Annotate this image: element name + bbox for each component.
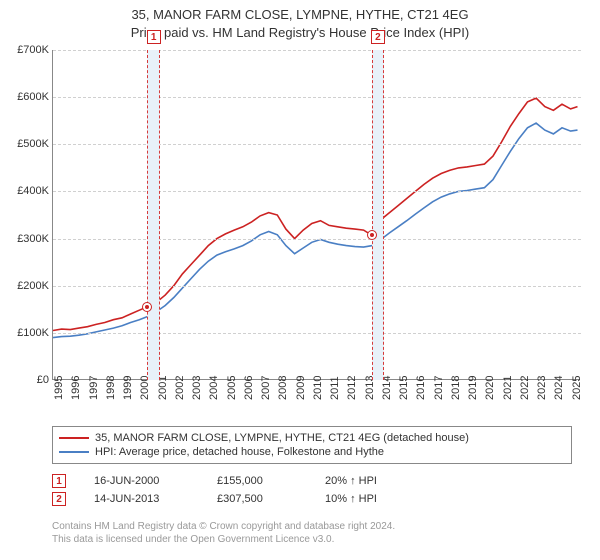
x-axis-label: 2002: [174, 376, 175, 400]
legend-row: HPI: Average price, detached house, Folk…: [59, 445, 565, 459]
sale-point: [143, 303, 151, 311]
x-axis-label: 1998: [105, 376, 106, 400]
y-axis-label: £0: [5, 374, 49, 386]
x-axis-label: 2016: [415, 376, 416, 400]
y-axis-label: £500K: [5, 138, 49, 150]
band-marker: 1: [147, 30, 161, 44]
tx-price: £155,000: [217, 475, 297, 487]
x-axis-label: 2013: [364, 376, 365, 400]
legend-label: HPI: Average price, detached house, Folk…: [95, 446, 384, 458]
y-gridline: [53, 286, 581, 287]
tx-hpi-delta: 10% ↑ HPI: [325, 493, 415, 505]
x-axis-label: 2000: [139, 376, 140, 400]
tx-date: 16-JUN-2000: [94, 475, 189, 487]
marker-badge: 1: [52, 474, 66, 488]
x-axis-label: 2020: [484, 376, 485, 400]
legend-box: 35, MANOR FARM CLOSE, LYMPNE, HYTHE, CT2…: [52, 426, 572, 464]
transaction-band: [372, 50, 385, 380]
y-gridline: [53, 239, 581, 240]
x-axis-label: 2015: [398, 376, 399, 400]
x-axis-label: 2009: [295, 376, 296, 400]
title-line-1: 35, MANOR FARM CLOSE, LYMPNE, HYTHE, CT2…: [0, 6, 600, 24]
y-axis-label: £400K: [5, 185, 49, 197]
x-axis-label: 2025: [571, 376, 572, 400]
legend-row: 35, MANOR FARM CLOSE, LYMPNE, HYTHE, CT2…: [59, 431, 565, 445]
line-layer: [53, 50, 581, 380]
x-axis-label: 2010: [312, 376, 313, 400]
plot-region: £0£100K£200K£300K£400K£500K£600K£700K199…: [52, 50, 580, 380]
table-row: 2 14-JUN-2013 £307,500 10% ↑ HPI: [52, 490, 572, 508]
y-axis-label: £300K: [5, 233, 49, 245]
x-axis-label: 2004: [208, 376, 209, 400]
series-line-hpi: [53, 123, 578, 338]
footnote-line: Contains HM Land Registry data © Crown c…: [52, 520, 572, 533]
x-axis-label: 2017: [433, 376, 434, 400]
y-axis-label: £100K: [5, 327, 49, 339]
title-line-2: Price paid vs. HM Land Registry's House …: [0, 24, 600, 42]
x-axis-label: 1995: [53, 376, 54, 400]
x-axis-label: 2011: [329, 376, 330, 400]
transactions-table: 1 16-JUN-2000 £155,000 20% ↑ HPI 2 14-JU…: [52, 472, 572, 508]
tx-hpi-delta: 20% ↑ HPI: [325, 475, 415, 487]
tx-price: £307,500: [217, 493, 297, 505]
y-gridline: [53, 97, 581, 98]
legend-label: 35, MANOR FARM CLOSE, LYMPNE, HYTHE, CT2…: [95, 432, 469, 444]
x-axis-label: 1999: [122, 376, 123, 400]
y-axis-label: £700K: [5, 44, 49, 56]
x-axis-label: 2008: [277, 376, 278, 400]
y-gridline: [53, 50, 581, 51]
x-axis-label: 2007: [260, 376, 261, 400]
y-axis-label: £200K: [5, 280, 49, 292]
x-axis-label: 2012: [346, 376, 347, 400]
legend-swatch: [59, 451, 89, 453]
x-axis-label: 2018: [450, 376, 451, 400]
x-axis-label: 2021: [502, 376, 503, 400]
legend-swatch: [59, 437, 89, 439]
band-marker: 2: [371, 30, 385, 44]
x-axis-label: 1996: [70, 376, 71, 400]
footnote: Contains HM Land Registry data © Crown c…: [52, 520, 572, 546]
x-axis-label: 2022: [519, 376, 520, 400]
x-axis-label: 2006: [243, 376, 244, 400]
y-gridline: [53, 191, 581, 192]
x-axis-label: 2023: [536, 376, 537, 400]
marker-badge: 2: [52, 492, 66, 506]
x-axis-label: 2003: [191, 376, 192, 400]
footnote-line: This data is licensed under the Open Gov…: [52, 533, 572, 546]
table-row: 1 16-JUN-2000 £155,000 20% ↑ HPI: [52, 472, 572, 490]
transaction-band: [147, 50, 160, 380]
chart-area: £0£100K£200K£300K£400K£500K£600K£700K199…: [52, 50, 580, 396]
chart-title-block: 35, MANOR FARM CLOSE, LYMPNE, HYTHE, CT2…: [0, 0, 600, 41]
x-axis-label: 2005: [226, 376, 227, 400]
x-axis-label: 2019: [467, 376, 468, 400]
x-axis-label: 1997: [88, 376, 89, 400]
y-gridline: [53, 144, 581, 145]
x-axis-label: 2024: [553, 376, 554, 400]
y-axis-label: £600K: [5, 91, 49, 103]
tx-date: 14-JUN-2013: [94, 493, 189, 505]
series-line-property: [53, 98, 578, 330]
sale-point: [368, 231, 376, 239]
y-gridline: [53, 333, 581, 334]
